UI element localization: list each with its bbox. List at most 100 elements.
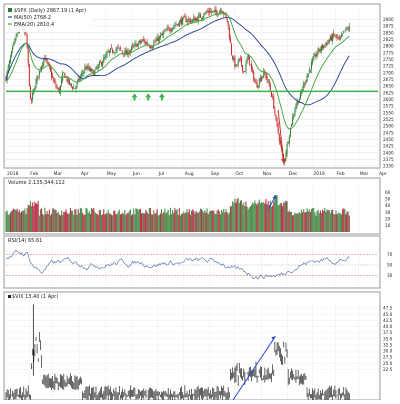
candle-body bbox=[295, 105, 297, 110]
candle-body bbox=[36, 76, 38, 82]
x-tick-label: Mar bbox=[360, 171, 369, 177]
candle-body bbox=[101, 62, 103, 65]
candle-body bbox=[76, 81, 78, 86]
candle-body bbox=[119, 47, 121, 50]
candle-body bbox=[72, 86, 74, 89]
candle-body bbox=[269, 85, 271, 92]
volume-bar bbox=[252, 202, 254, 232]
volume-bar bbox=[138, 209, 140, 232]
volume-bar bbox=[280, 203, 283, 232]
price-tick-label: 2575 bbox=[383, 104, 394, 109]
candle-body bbox=[52, 75, 54, 78]
volume-bar bbox=[302, 212, 304, 232]
volume-bar bbox=[340, 214, 343, 232]
volume-bar bbox=[156, 209, 158, 232]
volume-bar bbox=[28, 205, 30, 232]
volume-bar bbox=[112, 215, 114, 232]
volume-bar bbox=[68, 213, 70, 232]
volume-bar bbox=[319, 210, 321, 232]
volume-bar bbox=[198, 211, 200, 232]
volume-bar bbox=[184, 213, 186, 232]
candle-body bbox=[246, 59, 248, 63]
volume-bar bbox=[276, 195, 278, 232]
candle-body bbox=[265, 72, 267, 78]
candle-body bbox=[247, 54, 249, 60]
candle-body bbox=[75, 86, 77, 90]
price-tick-label: 2650 bbox=[383, 84, 394, 89]
volume-bar bbox=[149, 207, 151, 232]
volume-bar bbox=[185, 212, 187, 232]
volume-bar bbox=[127, 212, 129, 232]
volume-bar bbox=[194, 213, 196, 232]
candle-body bbox=[288, 136, 290, 144]
volume-bar bbox=[80, 208, 83, 232]
volume-bar bbox=[47, 213, 49, 232]
volume-bar bbox=[317, 209, 319, 232]
volume-bar bbox=[142, 212, 144, 232]
volume-bar bbox=[55, 209, 57, 232]
candle-body bbox=[271, 91, 273, 98]
candle-body bbox=[312, 59, 314, 64]
volume-bar bbox=[21, 211, 23, 232]
candle-body bbox=[73, 87, 75, 89]
candle-body bbox=[242, 65, 244, 72]
price-tick-label: 2500 bbox=[383, 124, 394, 129]
volume-bar bbox=[229, 206, 231, 232]
vix-tick-label: 30.0 bbox=[383, 349, 393, 354]
vix-tick-label: 32.5 bbox=[383, 342, 393, 347]
candle-body bbox=[86, 66, 88, 69]
ema-legend-label: EMA(20) 2810.4 bbox=[14, 22, 54, 28]
candle-body bbox=[329, 36, 331, 41]
volume-bar bbox=[95, 213, 97, 232]
vix-tick-label: 40.0 bbox=[383, 324, 393, 329]
volume-bar bbox=[259, 203, 261, 232]
volume-bar bbox=[48, 209, 50, 232]
candle-body bbox=[188, 18, 190, 20]
candle-body bbox=[136, 43, 138, 48]
candle-body bbox=[206, 11, 208, 13]
volume-bar bbox=[12, 210, 14, 232]
volume-bar bbox=[97, 215, 99, 232]
support-arrow bbox=[158, 93, 165, 101]
candle-body bbox=[328, 40, 330, 43]
volume-bar bbox=[6, 210, 8, 232]
volume-bar bbox=[324, 207, 326, 232]
candle-body bbox=[148, 46, 150, 47]
x-tick-label: Jun bbox=[132, 171, 140, 177]
candle-body bbox=[296, 101, 298, 106]
candle-body bbox=[184, 15, 186, 18]
candle-body bbox=[332, 34, 334, 42]
volume-bar bbox=[204, 209, 206, 232]
volume-bar bbox=[177, 214, 179, 232]
candle-body bbox=[79, 76, 81, 80]
volume-bar bbox=[222, 211, 224, 232]
candle-body bbox=[111, 47, 113, 49]
price-tick-label: 2825 bbox=[383, 37, 394, 42]
candle-body bbox=[54, 79, 56, 84]
volume-bar bbox=[169, 207, 171, 232]
candle-body bbox=[319, 49, 321, 52]
candle-body bbox=[135, 43, 137, 44]
candle-body bbox=[251, 63, 253, 69]
volume-bar bbox=[300, 209, 303, 232]
candle-body bbox=[173, 26, 175, 28]
candle-body bbox=[7, 66, 9, 72]
volume-bar bbox=[188, 209, 190, 232]
volume-bar bbox=[314, 212, 316, 232]
volume-bar bbox=[27, 204, 29, 232]
volume-tick-label: 30 bbox=[385, 210, 391, 215]
vix-tick-label: 35.0 bbox=[383, 336, 393, 341]
volume-bar bbox=[139, 208, 141, 232]
volume-bar bbox=[345, 214, 347, 232]
candle-body bbox=[159, 35, 161, 38]
candle-body bbox=[304, 83, 306, 84]
volume-bar bbox=[284, 202, 286, 232]
volume-bar bbox=[133, 208, 135, 232]
candle-body bbox=[276, 117, 278, 126]
candle-body bbox=[342, 33, 344, 35]
candle-body bbox=[346, 28, 348, 29]
candle-body bbox=[191, 20, 193, 22]
candle-body bbox=[244, 71, 246, 72]
volume-bar bbox=[326, 209, 328, 232]
x-tick-label: Mar bbox=[54, 171, 63, 177]
